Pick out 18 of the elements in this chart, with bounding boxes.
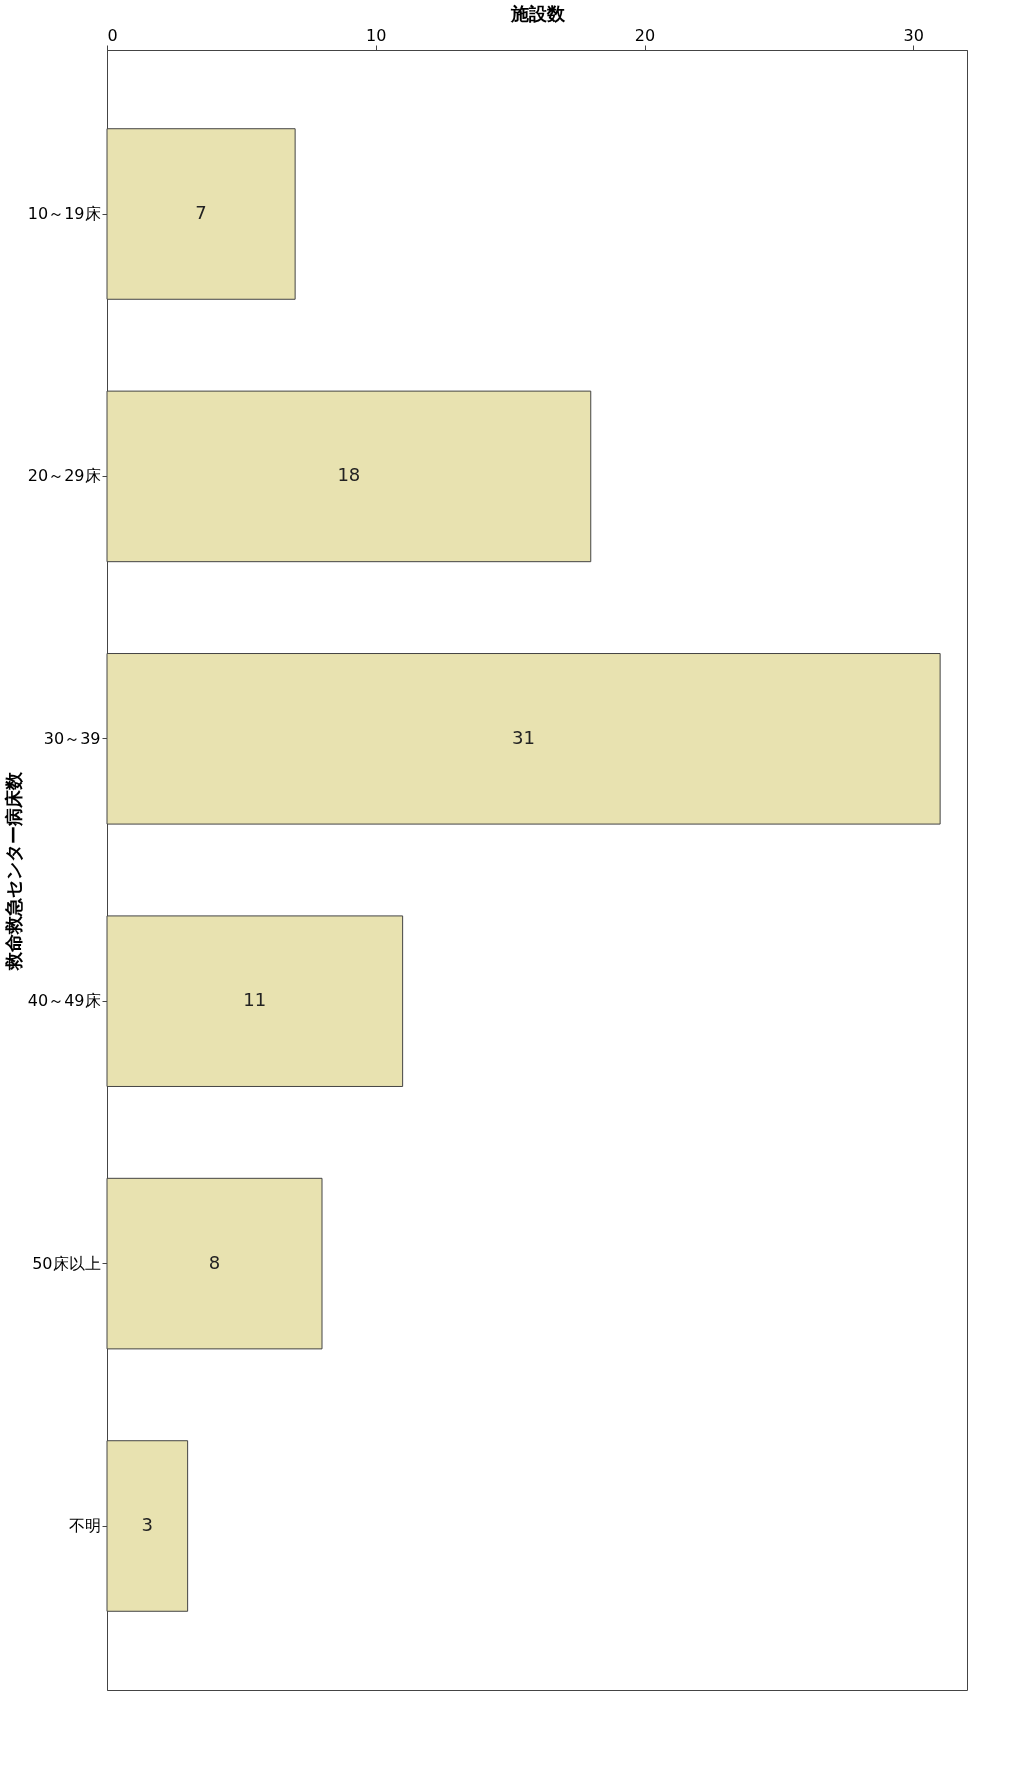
y-tick-label: 30～39 — [43, 728, 101, 748]
y-tick-label: 10～19床 — [27, 204, 101, 223]
x-tick-label: 0 — [107, 25, 118, 45]
data-label: 31 — [512, 726, 536, 748]
x-tick-label: 20 — [634, 25, 656, 45]
data-label: 11 — [243, 989, 267, 1011]
x-axis-title: 施設数 — [509, 2, 566, 24]
data-label: 8 — [208, 1251, 221, 1273]
y-tick-label: 不明 — [68, 1516, 101, 1535]
x-tick-label: 30 — [903, 25, 924, 45]
data-label: 3 — [141, 1514, 154, 1535]
data-label: 18 — [337, 464, 361, 486]
y-tick-label: 40～49床 — [27, 991, 101, 1011]
data-label: 7 — [195, 202, 207, 223]
y-axis-title: 救命救急センター病床数 — [2, 770, 24, 971]
y-tick-label: 50床以上 — [32, 1253, 101, 1273]
y-tick-label: 20～29床 — [27, 466, 101, 486]
x-tick-label: 10 — [366, 25, 387, 45]
